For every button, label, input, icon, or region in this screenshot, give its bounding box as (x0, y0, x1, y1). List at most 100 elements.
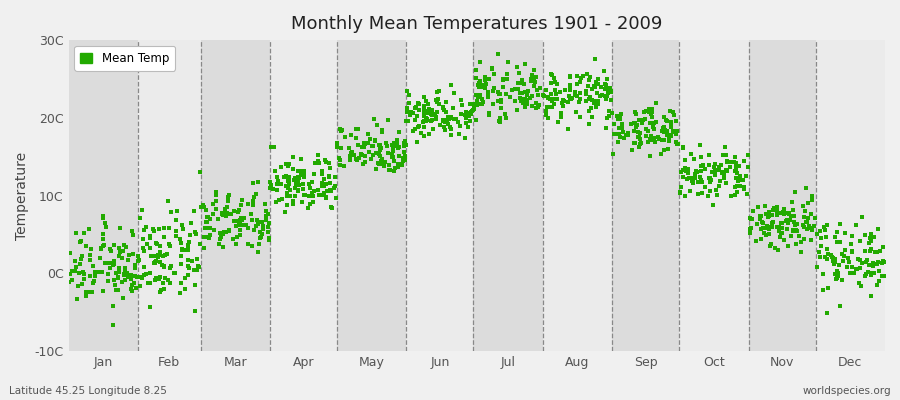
Point (142, 270, 157, 276)
Point (281, 184, 295, 191)
Point (377, 160, 392, 167)
Point (794, 239, 808, 245)
Point (683, 187, 698, 194)
Point (570, 73, 584, 79)
Point (610, 112, 625, 119)
Point (385, 151, 400, 158)
Point (106, 257, 121, 264)
Point (192, 264, 206, 270)
Point (213, 230, 228, 236)
Point (869, 249, 884, 255)
Point (541, 94, 555, 100)
Point (349, 135, 364, 141)
Point (126, 232, 140, 238)
Point (475, 82, 490, 88)
Point (600, 86, 615, 93)
Point (634, 119, 649, 126)
Point (599, 82, 614, 88)
Point (87, 269, 102, 276)
Bar (337, 40, 406, 351)
Point (446, 90, 461, 96)
Point (358, 158, 373, 165)
Point (279, 173, 293, 179)
Point (125, 288, 140, 294)
Point (184, 258, 199, 264)
Point (386, 145, 400, 152)
Point (357, 153, 372, 160)
Point (469, 102, 483, 108)
Point (288, 185, 302, 191)
Point (547, 75, 562, 81)
Point (464, 109, 478, 115)
Point (101, 271, 115, 278)
Point (670, 141, 685, 147)
Point (235, 216, 249, 223)
Point (72, 270, 86, 276)
Point (598, 86, 612, 92)
Point (391, 163, 405, 170)
Point (229, 241, 243, 247)
Point (258, 212, 273, 219)
Point (491, 98, 505, 104)
Point (73, 239, 87, 245)
Point (390, 140, 404, 146)
Point (475, 98, 490, 105)
Point (240, 224, 255, 231)
Point (70, 296, 85, 302)
Point (345, 149, 359, 155)
Point (704, 176, 718, 183)
Point (410, 124, 425, 130)
Point (158, 274, 172, 281)
Point (835, 277, 850, 283)
Point (296, 173, 310, 180)
Point (459, 109, 473, 115)
Point (632, 117, 646, 124)
Point (227, 208, 241, 215)
Point (308, 160, 322, 166)
Point (75, 280, 89, 287)
Point (872, 278, 886, 284)
Point (637, 116, 652, 122)
Point (429, 88, 444, 95)
Point (205, 210, 220, 217)
Point (152, 248, 166, 255)
Point (644, 114, 659, 120)
Point (756, 220, 770, 226)
Point (256, 226, 270, 232)
Text: worldspecies.org: worldspecies.org (803, 386, 891, 396)
Point (111, 275, 125, 281)
Point (509, 106, 524, 113)
Point (400, 104, 414, 111)
Point (249, 191, 264, 197)
Point (694, 176, 708, 183)
Point (796, 222, 810, 228)
Point (416, 118, 430, 125)
Point (526, 83, 541, 89)
Point (63, 270, 77, 277)
Point (184, 220, 198, 226)
Point (269, 180, 284, 187)
Point (448, 116, 463, 123)
Point (646, 137, 661, 144)
Point (156, 252, 170, 259)
Point (832, 239, 847, 245)
Point (121, 274, 135, 280)
Point (256, 222, 271, 229)
Point (404, 109, 419, 115)
Y-axis label: Temperature: Temperature (15, 152, 29, 240)
Point (599, 115, 614, 121)
Point (827, 256, 842, 262)
Point (396, 158, 410, 164)
Point (401, 118, 416, 124)
Point (428, 97, 443, 103)
Point (711, 167, 725, 174)
Point (330, 144, 345, 151)
Point (633, 141, 647, 147)
Point (516, 100, 530, 107)
Point (710, 192, 724, 198)
Point (777, 237, 791, 244)
Point (580, 70, 594, 77)
Point (151, 276, 166, 282)
Point (295, 199, 310, 205)
Point (418, 98, 433, 104)
